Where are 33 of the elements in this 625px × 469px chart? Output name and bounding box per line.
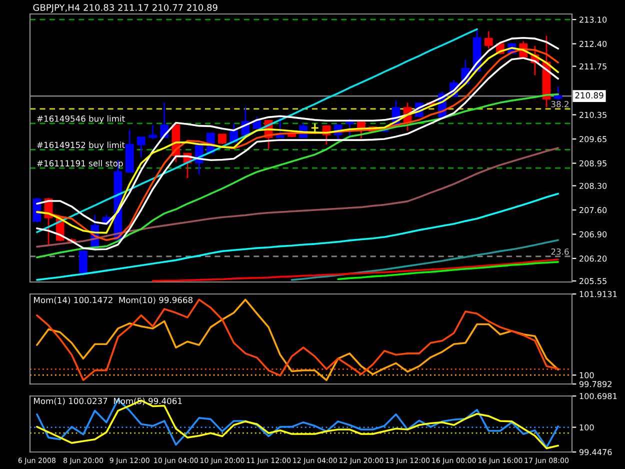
line-series bbox=[152, 258, 560, 282]
y-tick-label: 206.90 bbox=[580, 231, 607, 238]
candlestick bbox=[148, 124, 157, 140]
y-tick-label: 212.40 bbox=[580, 40, 607, 47]
ref-line-label: #16149546 buy limit bbox=[37, 115, 125, 124]
annotation: 38.2 bbox=[551, 100, 568, 108]
y-tick-label: 205.55 bbox=[580, 278, 606, 284]
y-tick-label: 100 bbox=[580, 372, 594, 378]
y-tick-label: 208.95 bbox=[580, 160, 606, 166]
chart-title: Mom(14) 100.1472 Mom(10) 99.9668 bbox=[34, 296, 193, 304]
y-tick-label: 208.30 bbox=[580, 182, 607, 189]
annotation: 23.6 bbox=[551, 248, 569, 255]
ref-line-label: #16149152 buy limit bbox=[37, 142, 125, 150]
y-tick-label: 209.65 bbox=[580, 136, 606, 142]
y-tick-label: 100 bbox=[580, 424, 594, 430]
y-tick-label: 101.9131 bbox=[580, 291, 617, 298]
y-tick-label: 99.7892 bbox=[579, 381, 612, 388]
candlestick bbox=[276, 116, 284, 139]
y-tick-label: 213.10 bbox=[580, 16, 607, 23]
candlestick bbox=[554, 86, 562, 101]
y-tick-label: 207.60 bbox=[580, 207, 607, 214]
y-tick-label: 99.4476 bbox=[579, 449, 612, 456]
y-tick-label: 100.6981 bbox=[580, 393, 617, 400]
candlestick bbox=[79, 250, 88, 276]
candlestick bbox=[137, 136, 146, 158]
line-series bbox=[337, 261, 560, 280]
y-tick-label: 206.20 bbox=[580, 256, 607, 262]
y-tick-label: 211.75 bbox=[580, 63, 606, 70]
y-tick-label: 210.35 bbox=[580, 112, 606, 118]
line-series bbox=[36, 28, 478, 234]
chart-title: GBPJPY,H4 210.83 211.17 210.77 210.89 bbox=[33, 4, 218, 13]
candlestick bbox=[484, 30, 493, 50]
ref-line-label: 210.89 bbox=[575, 92, 604, 98]
